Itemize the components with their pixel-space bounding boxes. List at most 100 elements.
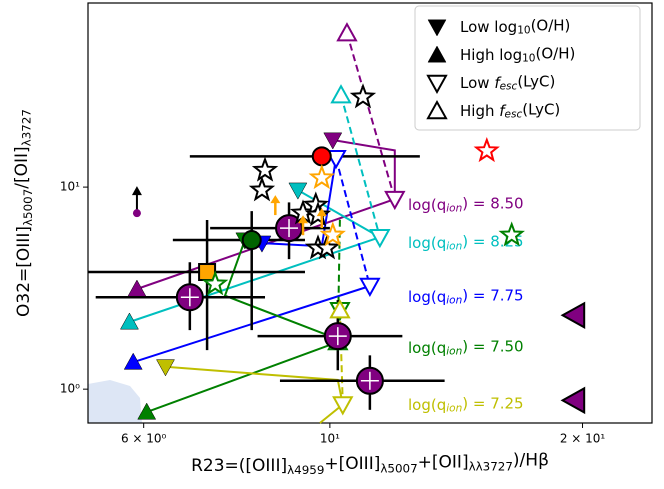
marker-tri-up-filled	[123, 352, 143, 370]
marker-part	[319, 221, 346, 247]
model-line	[223, 239, 331, 338]
marker-part	[427, 19, 447, 37]
y-tick-label: 10⁰	[60, 382, 80, 396]
x-tick-label: 6 × 10⁰	[121, 432, 167, 446]
marker-part	[251, 156, 279, 182]
marker-part	[131, 186, 142, 196]
plot-frame	[87, 2, 653, 424]
marker-tri-down-filled	[156, 359, 175, 377]
label-part: ) = 7.25	[462, 394, 523, 412]
marker-part	[248, 176, 276, 202]
marker-part	[123, 352, 143, 370]
label-part: R23=([OIII]	[191, 456, 287, 476]
legend-label: Low log10(O/H)	[460, 16, 570, 37]
marker-part	[241, 230, 262, 251]
label-part: log(q	[408, 196, 446, 214]
marker-part	[313, 234, 341, 260]
marker-part	[369, 229, 391, 249]
marker-part	[426, 99, 448, 120]
legend-label: High log10(O/H)	[460, 44, 575, 65]
marker-part	[323, 132, 343, 150]
marker-part	[498, 221, 525, 247]
marker-part	[298, 215, 309, 224]
marker-part	[384, 190, 406, 211]
label-part: 10	[517, 25, 530, 37]
marker-tri-up-filled	[427, 45, 447, 63]
label-part: +[OIII]	[324, 454, 380, 474]
legend-label: Low fesc(LyC)	[460, 72, 555, 93]
y-tick-label: 10¹	[60, 180, 80, 194]
label-part: f	[494, 74, 502, 92]
model-line	[146, 341, 339, 414]
marker-tri-down-open	[426, 74, 448, 95]
marker-tri-up-filled	[137, 402, 157, 420]
label-part: log(q	[408, 339, 446, 357]
marker-part	[560, 301, 586, 330]
marker-part	[311, 146, 332, 167]
marker-tri-down-open	[369, 229, 391, 249]
label-part: ion	[446, 346, 462, 358]
marker-tri-down-filled	[288, 182, 308, 200]
marker-part	[156, 359, 175, 377]
label-part: λ3727	[19, 109, 33, 146]
marker-circle-plus	[275, 214, 304, 243]
model-label: log(qion) = 7.75	[408, 286, 524, 307]
marker-part	[426, 74, 448, 95]
marker-part	[473, 137, 500, 163]
model-line	[335, 157, 371, 287]
label-part: λ5007	[21, 189, 35, 226]
marker-star	[498, 221, 525, 247]
label-part: (O/H)	[535, 44, 575, 62]
x-tick-label: 2 × 10¹	[560, 432, 606, 446]
label-part: ) = 7.50	[462, 337, 523, 355]
marker-part	[427, 45, 447, 63]
legend-label: High fesc(LyC)	[460, 100, 560, 121]
marker-arrow-up	[316, 208, 327, 229]
marker-star	[308, 164, 335, 190]
label-part: (O/H)	[531, 16, 571, 34]
label-part: )/Hβ	[513, 451, 549, 471]
model-label: log(qion) = 7.25	[408, 394, 524, 415]
model-label: log(qion) = 7.50	[408, 337, 524, 358]
model-line	[297, 189, 381, 239]
label-part: f	[499, 102, 507, 120]
model-line	[129, 236, 381, 323]
marker-star	[319, 221, 346, 247]
shaded-region	[88, 380, 142, 423]
label-part: ion	[446, 403, 462, 415]
label-part: O32=[OIII]	[14, 226, 34, 317]
label-part: ion	[446, 241, 462, 253]
marker-part	[332, 396, 354, 416]
marker-part	[330, 84, 352, 104]
model-line	[346, 32, 396, 200]
marker-star	[248, 176, 276, 202]
marker-star	[473, 137, 500, 163]
legend-entry: High log10(O/H)	[427, 44, 575, 65]
marker-part	[560, 386, 586, 415]
label-part: (LyC)	[522, 100, 560, 118]
model-line	[332, 139, 396, 200]
marker-tri-up-open	[426, 99, 448, 120]
marker-star	[201, 270, 229, 296]
marker-tri-down-open	[359, 277, 381, 298]
label-part: (LyC)	[517, 72, 555, 90]
x-axis-label: R23=([OIII]λ4959+[OIII]λ5007+[OII]λλ3727…	[191, 451, 549, 477]
marker-part	[120, 312, 139, 330]
marker-dot-arrow-up	[131, 186, 142, 218]
label-part: +[OII]	[418, 452, 469, 472]
marker-part	[127, 279, 147, 297]
marker-part	[329, 299, 351, 319]
marker-part	[349, 83, 377, 109]
label-part: ion	[446, 203, 462, 215]
marker-tri-down-open	[332, 396, 354, 416]
marker-circle-plus	[323, 322, 352, 351]
label-part: Low	[460, 74, 494, 92]
marker-circle-plus	[175, 283, 204, 312]
label-part: esc	[505, 109, 523, 121]
label-part: λ4959	[287, 463, 324, 477]
marker-arrow-up	[270, 195, 281, 216]
marker-tri-down-open	[384, 190, 406, 211]
marker-part	[201, 270, 229, 296]
label-part: /[OII]	[12, 146, 32, 188]
